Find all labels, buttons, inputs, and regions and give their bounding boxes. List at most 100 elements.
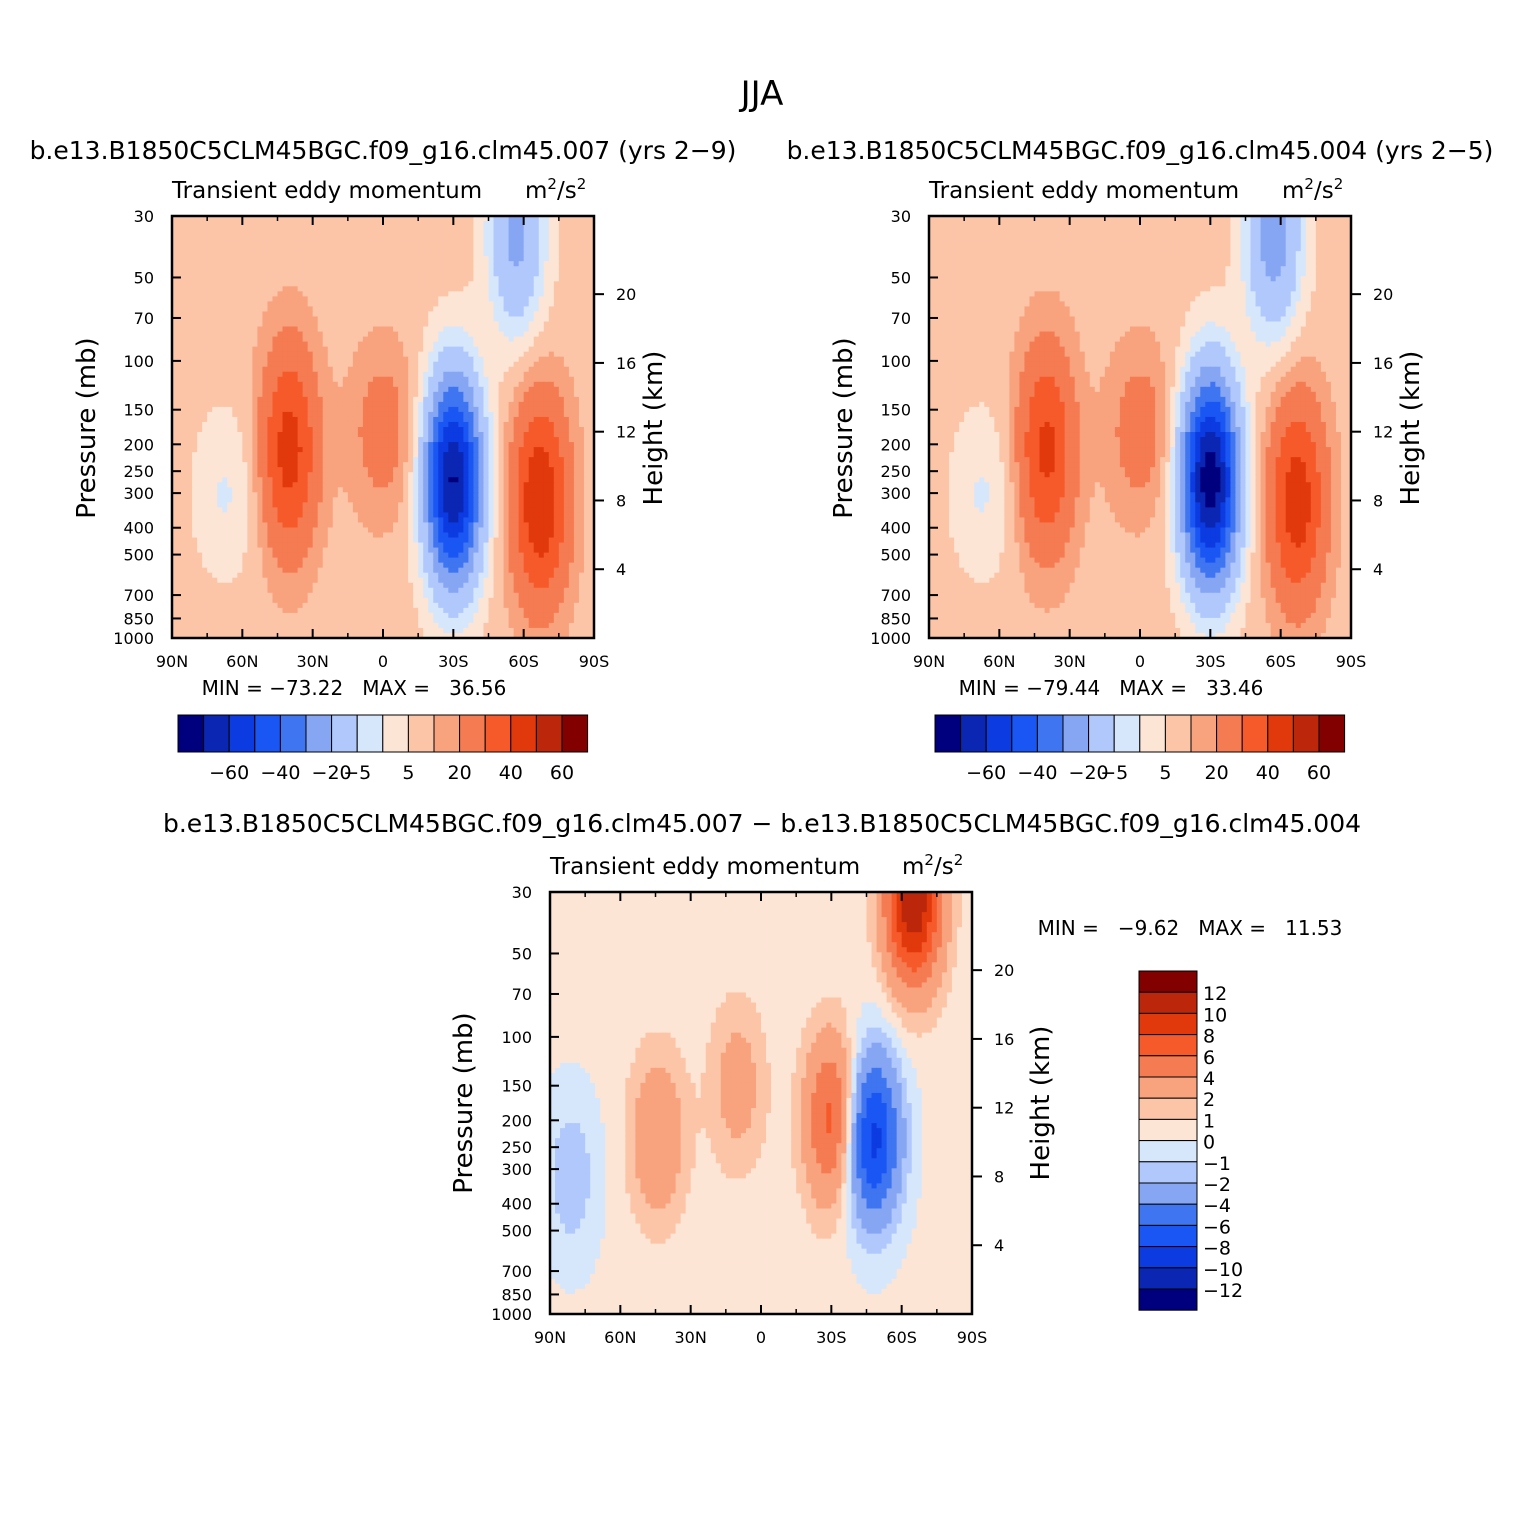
contour-cell [282,482,289,488]
contour-cell [493,271,500,277]
contour-cell [242,386,248,393]
contour-cell [192,497,198,503]
contour-cell [337,311,344,318]
contour-cell [493,396,500,403]
contour-cell [272,447,279,453]
contour-cell [428,331,434,338]
contour-cell [222,316,228,323]
contour-cell [197,241,203,247]
contour-cell [478,351,485,358]
contour-cell [408,276,414,282]
contour-cell [267,346,274,353]
contour-cell [267,437,274,443]
contour-cell [262,447,269,453]
contour-cell [428,432,434,438]
contour-cell [398,331,404,338]
contour-cell [513,301,520,308]
contour-cell [393,366,399,373]
contour-cell [488,477,495,483]
contour-cell [568,226,575,232]
contour-cell [267,231,274,237]
contour-cell [277,256,284,262]
contour-cell [438,386,444,393]
contour-cell [317,502,324,508]
contour-cell [267,416,274,423]
contour-cell [322,497,329,503]
contour-cell [443,457,449,463]
contour-cell [252,391,258,398]
contour-cell [252,296,258,302]
contour-cell [438,256,444,262]
contour-cell [182,411,188,418]
contour-cell [282,296,289,302]
contour-cell [413,231,419,237]
contour-cell [357,251,364,257]
contour-cell [247,482,253,488]
contour-cell [262,296,269,302]
contour-cell [357,356,364,363]
contour-cell [277,231,284,237]
contour-cell [563,492,570,498]
contour-cell [297,442,304,448]
contour-cell [403,301,409,308]
contour-cell [498,341,505,348]
contour-cell [503,492,510,498]
contour-cell [583,221,590,227]
contour-cell [428,321,434,328]
contour-cell [252,487,258,493]
contour-cell [302,492,309,498]
contour-cell [222,487,228,493]
contour-cell [372,462,379,468]
contour-cell [217,286,223,292]
contour-cell [448,457,454,463]
contour-cell [573,356,580,363]
contour-cell [473,216,480,222]
contour-cell [222,406,228,413]
contour-cell [227,411,233,418]
contour-cell [403,341,409,348]
contour-cell [292,427,299,433]
contour-cell [463,266,469,272]
contour-cell [267,281,274,287]
contour-cell [252,472,258,478]
contour-cell [307,371,314,378]
contour-cell [342,231,349,237]
contour-cell [443,421,449,428]
contour-cell [352,497,359,503]
contour-cell [192,381,198,388]
contour-cell [187,381,193,388]
contour-cell [342,442,349,448]
contour-cell [222,286,228,292]
contour-cell [483,371,490,378]
contour-cell [558,236,565,242]
contour-cell [523,341,530,348]
contour-cell [543,477,550,483]
contour-cell [357,411,364,418]
contour-cell [252,346,258,353]
contour-cell [177,482,183,488]
contour-cell [327,246,334,252]
contour-cell [357,281,364,287]
contour-cell [287,472,294,478]
contour-cell [583,401,590,408]
contour-cell [267,421,274,428]
contour-cell [172,256,178,262]
contour-cell [558,492,565,498]
contour-cell [403,246,409,252]
contour-cell [543,246,550,252]
contour-cell [277,421,284,428]
contour-cell [553,381,560,388]
contour-cell [222,371,228,378]
contour-cell [568,467,575,473]
contour-cell [463,216,469,222]
contour-cell [408,391,414,398]
contour-cell [453,231,459,237]
contour-cell [563,251,570,257]
contour-cell [357,311,364,318]
contour-cell [443,241,449,247]
contour-cell [172,482,178,488]
contour-cell [292,381,299,388]
contour-cell [488,447,495,453]
contour-cell [488,216,495,222]
contour-cell [508,376,515,383]
